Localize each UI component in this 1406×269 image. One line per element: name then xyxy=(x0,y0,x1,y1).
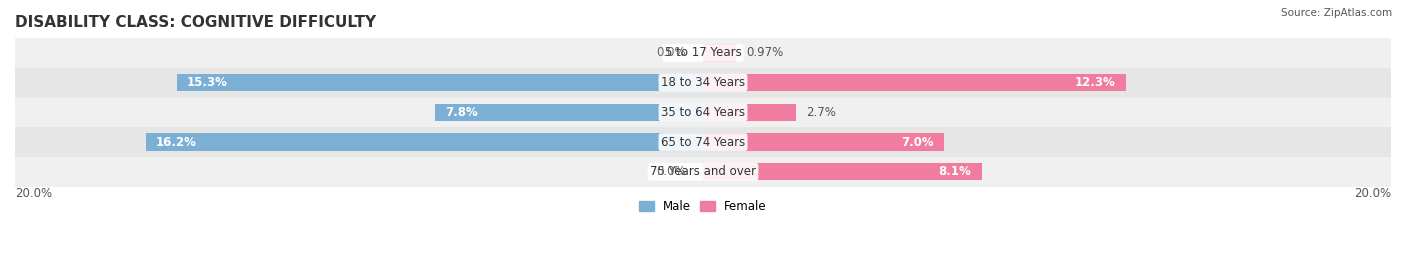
Bar xyxy=(15,157,1391,187)
Text: 7.0%: 7.0% xyxy=(901,136,934,148)
Text: 18 to 34 Years: 18 to 34 Years xyxy=(661,76,745,89)
Text: 0.0%: 0.0% xyxy=(657,47,686,59)
Bar xyxy=(177,74,703,91)
Bar xyxy=(703,44,737,62)
Text: 5 to 17 Years: 5 to 17 Years xyxy=(665,47,741,59)
Text: 20.0%: 20.0% xyxy=(15,187,52,200)
Bar xyxy=(15,38,1391,68)
Text: 15.3%: 15.3% xyxy=(187,76,228,89)
Bar xyxy=(15,68,1391,97)
Text: 0.97%: 0.97% xyxy=(747,47,785,59)
Bar xyxy=(15,97,1391,127)
Text: 20.0%: 20.0% xyxy=(1354,187,1391,200)
Bar xyxy=(703,74,1126,91)
Bar xyxy=(703,104,796,121)
Bar xyxy=(15,127,1391,157)
Text: 12.3%: 12.3% xyxy=(1076,76,1116,89)
Text: 75 Years and over: 75 Years and over xyxy=(650,165,756,178)
Legend: Male, Female: Male, Female xyxy=(634,195,772,218)
Text: 16.2%: 16.2% xyxy=(156,136,197,148)
Bar xyxy=(434,104,703,121)
Text: 8.1%: 8.1% xyxy=(939,165,972,178)
Bar xyxy=(146,133,703,151)
Text: 65 to 74 Years: 65 to 74 Years xyxy=(661,136,745,148)
Text: 2.7%: 2.7% xyxy=(806,106,837,119)
Bar xyxy=(703,133,943,151)
Bar xyxy=(703,163,981,180)
Text: 7.8%: 7.8% xyxy=(446,106,478,119)
Text: 0.0%: 0.0% xyxy=(657,165,686,178)
Text: Source: ZipAtlas.com: Source: ZipAtlas.com xyxy=(1281,8,1392,18)
Text: 35 to 64 Years: 35 to 64 Years xyxy=(661,106,745,119)
Text: DISABILITY CLASS: COGNITIVE DIFFICULTY: DISABILITY CLASS: COGNITIVE DIFFICULTY xyxy=(15,15,377,30)
